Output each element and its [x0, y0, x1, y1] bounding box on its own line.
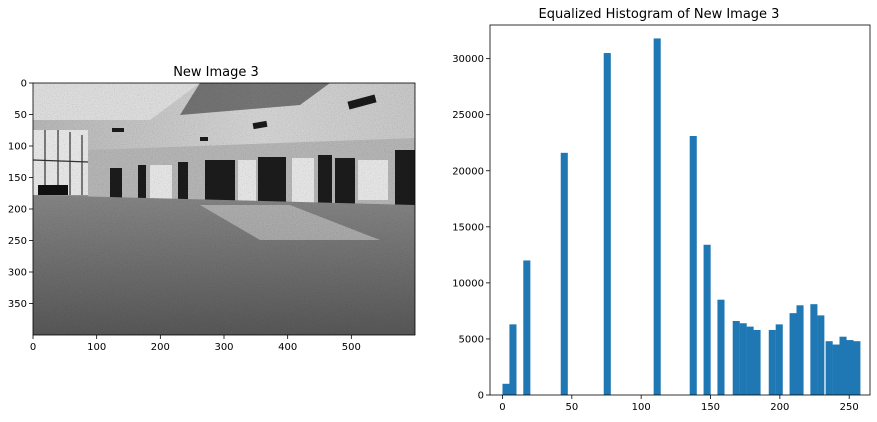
histogram-bar [689, 136, 697, 395]
image-y-axis: 0 50 100 150 200 250 300 350 [8, 79, 33, 310]
histogram-bar [775, 324, 783, 395]
histogram-bar [703, 244, 711, 395]
histogram-y-tick-label: 25000 [452, 110, 484, 121]
image-x-tick-label: 0 [30, 342, 36, 353]
histogram-y-tick-label: 10000 [452, 278, 484, 289]
histogram-bar [853, 341, 861, 395]
histogram-y-tick-label: 30000 [452, 54, 484, 65]
histogram-bar [789, 313, 797, 395]
histogram-bar [746, 326, 754, 395]
histogram-y-tick-label: 15000 [452, 222, 484, 233]
histogram-y-axis: 0 5000 10000 15000 20000 25000 30000 [452, 54, 490, 402]
histogram-bar [732, 321, 740, 395]
histogram-x-axis: 0 50 100 150 200 250 [499, 395, 859, 413]
image-y-tick-label: 0 [21, 79, 27, 90]
histogram-frame [489, 24, 871, 396]
histogram-bar [846, 340, 854, 395]
histogram-bar [523, 260, 531, 395]
histogram-bar [653, 38, 661, 396]
image-x-tick-label: 100 [87, 342, 106, 353]
histogram-panel: Equalized Histogram of New Image 3 0 50 10… [452, 7, 871, 413]
histogram-bars [502, 38, 861, 396]
histogram-y-tick-label: 5000 [459, 334, 484, 345]
histogram-bar [839, 336, 847, 395]
histogram-bar [768, 329, 776, 395]
image-y-tick-label: 350 [8, 299, 27, 310]
image-title: New Image 3 [173, 65, 259, 80]
histogram-y-tick-label: 0 [478, 391, 484, 402]
image-y-tick-label: 50 [14, 110, 27, 121]
histogram-bar [603, 53, 611, 395]
image-y-tick-label: 200 [8, 205, 27, 216]
histogram-bar [832, 344, 840, 395]
image-x-tick-label: 300 [214, 342, 233, 353]
histogram-bar [817, 315, 825, 395]
histogram-bar [509, 324, 517, 395]
image-y-tick-label: 300 [8, 268, 27, 279]
histogram-bar [502, 383, 510, 395]
histogram-x-tick-label: 50 [565, 402, 578, 413]
histogram-bar [560, 152, 568, 395]
grayscale-image [33, 83, 415, 335]
histogram-x-tick-label: 250 [840, 402, 859, 413]
histogram-x-tick-label: 0 [499, 402, 505, 413]
image-panel: New Image 3 [8, 65, 416, 353]
histogram-bar [810, 304, 818, 395]
histogram-bar [796, 305, 804, 395]
histogram-x-tick-label: 150 [701, 402, 720, 413]
image-y-tick-label: 250 [8, 236, 27, 247]
image-x-axis: 0 100 200 300 400 500 [30, 335, 361, 353]
image-x-tick-label: 500 [342, 342, 361, 353]
histogram-title: Equalized Histogram of New Image 3 [539, 7, 780, 22]
histogram-bar [825, 341, 833, 395]
histogram-bar [739, 323, 747, 395]
image-y-tick-label: 100 [8, 142, 27, 153]
histogram-bar [717, 299, 725, 395]
histogram-bar [753, 329, 761, 395]
histogram-x-tick-label: 100 [632, 402, 651, 413]
image-y-tick-label: 150 [8, 173, 27, 184]
image-x-tick-label: 200 [151, 342, 170, 353]
image-x-tick-label: 400 [278, 342, 297, 353]
histogram-y-tick-label: 20000 [452, 166, 484, 177]
histogram-x-tick-label: 200 [770, 402, 789, 413]
